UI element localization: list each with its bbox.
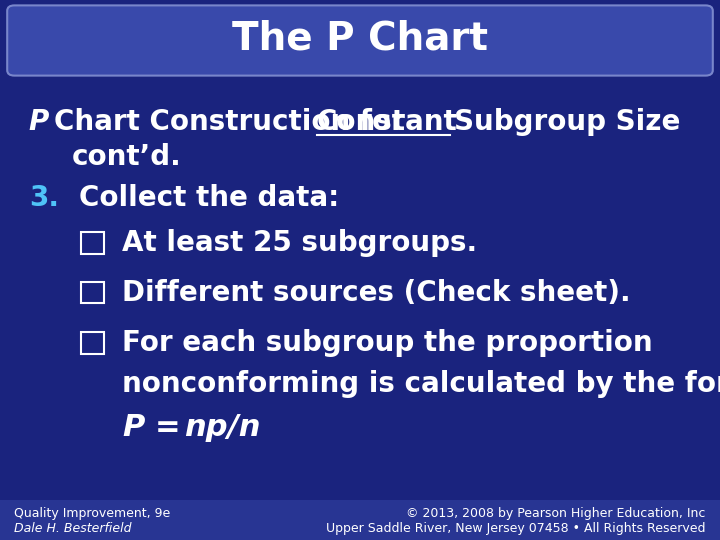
Text: Constant: Constant	[317, 107, 457, 136]
Text: np/n: np/n	[184, 413, 260, 442]
Text: At least 25 subgroups.: At least 25 subgroups.	[122, 229, 477, 257]
Text: For each subgroup the proportion: For each subgroup the proportion	[122, 329, 653, 357]
FancyBboxPatch shape	[81, 282, 104, 303]
Text: P: P	[122, 413, 145, 442]
Text: The P Chart: The P Chart	[232, 20, 488, 58]
FancyBboxPatch shape	[7, 5, 713, 76]
Text: Different sources (Check sheet).: Different sources (Check sheet).	[122, 279, 631, 307]
Text: Collect the data:: Collect the data:	[79, 184, 339, 212]
Text: 3.: 3.	[29, 184, 59, 212]
Text: Upper Saddle River, New Jersey 07458 • All Rights Reserved: Upper Saddle River, New Jersey 07458 • A…	[326, 522, 706, 535]
Text: P: P	[29, 107, 49, 136]
Text: Quality Improvement, 9e: Quality Improvement, 9e	[14, 507, 171, 519]
Text: nonconforming is calculated by the formula: nonconforming is calculated by the formu…	[122, 370, 720, 399]
FancyBboxPatch shape	[81, 332, 104, 354]
Text: © 2013, 2008 by Pearson Higher Education, Inc: © 2013, 2008 by Pearson Higher Education…	[406, 507, 706, 519]
Text: cont’d.: cont’d.	[72, 143, 181, 171]
Text: Dale H. Besterfield: Dale H. Besterfield	[14, 522, 132, 535]
Text: =: =	[155, 413, 181, 442]
FancyBboxPatch shape	[81, 232, 104, 254]
Bar	[0, 500, 720, 540]
Text: Subgroup Size: Subgroup Size	[454, 107, 680, 136]
Text: Chart Construction for: Chart Construction for	[54, 107, 405, 136]
